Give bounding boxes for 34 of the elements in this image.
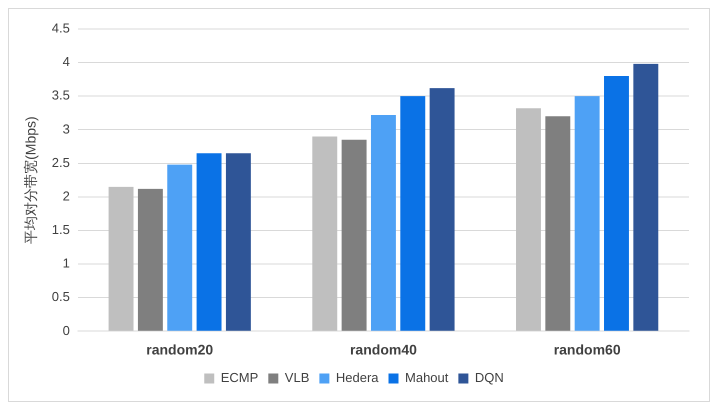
bar xyxy=(226,153,251,331)
legend-label: VLB xyxy=(284,370,310,386)
bar xyxy=(633,64,658,331)
legend-label: Mahout xyxy=(405,370,449,386)
bar xyxy=(196,153,222,331)
y-tick-label: 0.5 xyxy=(52,289,70,304)
legend-label: ECMP xyxy=(220,370,258,386)
legend-label: DQN xyxy=(474,370,504,386)
bar xyxy=(400,96,426,331)
bar xyxy=(574,96,600,331)
bar xyxy=(430,88,455,331)
bar xyxy=(545,116,570,331)
y-tick-label: 1.5 xyxy=(52,222,70,238)
y-tick-label: 0 xyxy=(62,322,70,338)
y-tick-label: 4 xyxy=(62,54,70,70)
bar xyxy=(312,136,338,331)
bar xyxy=(167,164,192,331)
y-tick-label: 2 xyxy=(62,188,70,204)
bar xyxy=(604,76,629,331)
bar xyxy=(342,140,367,331)
bar xyxy=(108,186,134,331)
bar xyxy=(516,108,541,331)
bar xyxy=(370,114,396,331)
x-tick-label: random20 xyxy=(146,341,214,358)
y-axis-title: 平均对分带宽(Mbps) xyxy=(22,116,38,244)
y-tick-label: 3 xyxy=(62,121,70,136)
bar xyxy=(138,188,163,331)
y-tick-label: 2.5 xyxy=(52,154,70,170)
y-tick-label: 1 xyxy=(62,256,70,271)
y-tick-label: 4.5 xyxy=(52,20,70,36)
x-tick-label: random40 xyxy=(350,341,418,358)
x-tick-label: random60 xyxy=(554,341,621,358)
legend-label: Hedera xyxy=(336,370,380,386)
y-tick-label: 3.5 xyxy=(52,88,70,103)
